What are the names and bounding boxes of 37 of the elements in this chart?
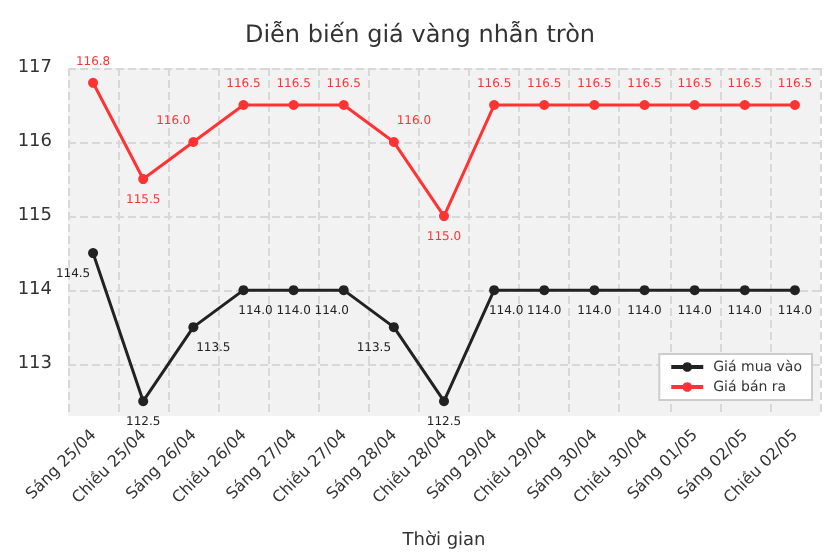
point bbox=[539, 285, 550, 296]
y-tick-label: 114 bbox=[17, 280, 53, 301]
point bbox=[238, 100, 249, 111]
point bbox=[138, 174, 149, 185]
y-tick-label: 116 bbox=[17, 132, 53, 153]
point bbox=[288, 285, 299, 296]
y-tick-label: 117 bbox=[17, 58, 52, 78]
point bbox=[789, 100, 800, 111]
point bbox=[789, 285, 800, 296]
point bbox=[739, 285, 750, 296]
point bbox=[639, 100, 650, 111]
point bbox=[489, 285, 500, 296]
point bbox=[338, 100, 349, 111]
point bbox=[388, 137, 399, 148]
point bbox=[539, 100, 550, 111]
point bbox=[639, 285, 650, 296]
point bbox=[338, 285, 349, 296]
point bbox=[188, 137, 199, 148]
point bbox=[489, 100, 500, 111]
point bbox=[388, 322, 399, 333]
chart-title: Diễn biến giá vàng nhẫn tròn bbox=[244, 20, 596, 48]
x-axis-title: Thời gian bbox=[400, 529, 486, 551]
point bbox=[238, 285, 249, 296]
point bbox=[439, 396, 449, 407]
point bbox=[288, 100, 299, 111]
point bbox=[138, 396, 149, 407]
point bbox=[88, 248, 99, 259]
point bbox=[188, 322, 199, 333]
point bbox=[88, 77, 99, 88]
point bbox=[739, 100, 750, 111]
point bbox=[439, 211, 449, 222]
point bbox=[689, 285, 700, 296]
y-tick-label: 115 bbox=[17, 206, 52, 227]
point bbox=[589, 285, 600, 296]
point bbox=[689, 100, 700, 111]
point bbox=[589, 100, 600, 111]
y-tick-label: 113 bbox=[17, 354, 52, 375]
